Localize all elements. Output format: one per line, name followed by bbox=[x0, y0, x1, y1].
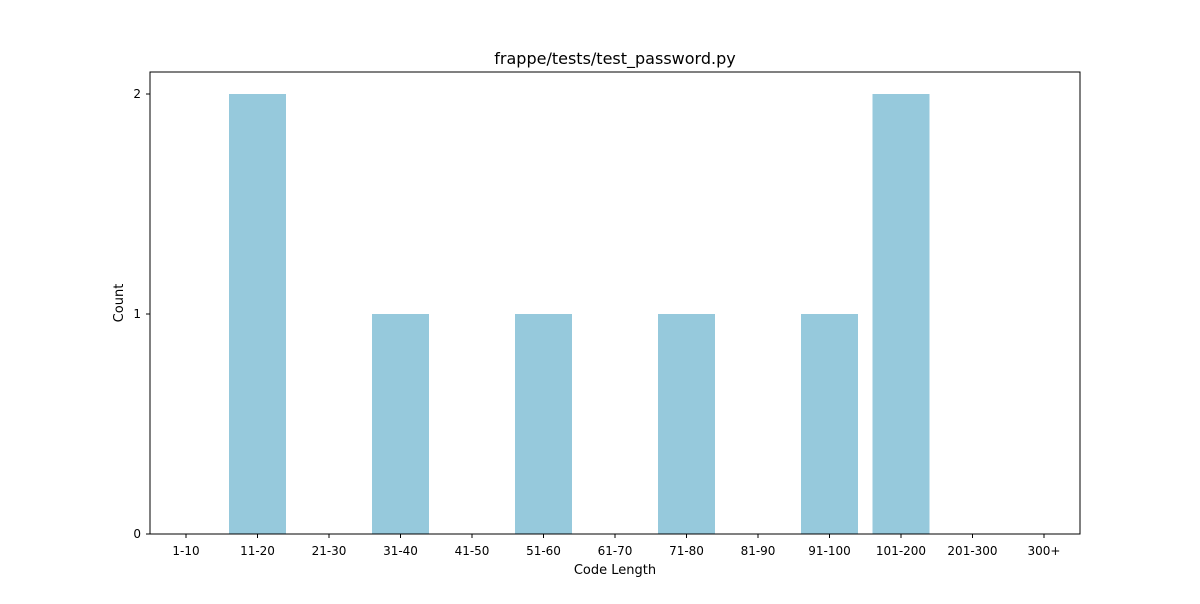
bar bbox=[515, 314, 572, 534]
x-tick-label: 21-30 bbox=[312, 544, 347, 558]
x-tick-label: 41-50 bbox=[455, 544, 490, 558]
chart-title: frappe/tests/test_password.py bbox=[494, 49, 735, 69]
bars-layer bbox=[229, 94, 930, 534]
bar bbox=[658, 314, 715, 534]
y-tick-label: 0 bbox=[133, 527, 141, 541]
y-axis: 0 1 2 bbox=[133, 87, 150, 541]
bar bbox=[872, 94, 930, 534]
x-tick-label: 61-70 bbox=[598, 544, 633, 558]
x-axis: 1-10 11-20 21-30 31-40 41-50 51-60 61-70 71-80 8… bbox=[172, 534, 1060, 558]
bar bbox=[801, 314, 858, 534]
bar bbox=[372, 314, 429, 534]
y-tick-label: 1 bbox=[133, 307, 141, 321]
x-tick-label: 31-40 bbox=[383, 544, 418, 558]
x-tick-label: 11-20 bbox=[240, 544, 275, 558]
y-tick-label: 2 bbox=[133, 87, 141, 101]
bar bbox=[229, 94, 286, 534]
x-tick-label: 101-200 bbox=[876, 544, 926, 558]
x-tick-label: 91-100 bbox=[808, 544, 851, 558]
x-axis-label: Code Length bbox=[574, 563, 656, 578]
x-tick-label: 1-10 bbox=[172, 544, 199, 558]
x-tick-label: 300+ bbox=[1028, 544, 1061, 558]
x-tick-label: 51-60 bbox=[526, 544, 561, 558]
x-tick-label: 81-90 bbox=[741, 544, 776, 558]
x-tick-label: 201-300 bbox=[947, 544, 997, 558]
y-axis-label: Count bbox=[112, 284, 127, 323]
x-tick-label: 71-80 bbox=[669, 544, 704, 558]
